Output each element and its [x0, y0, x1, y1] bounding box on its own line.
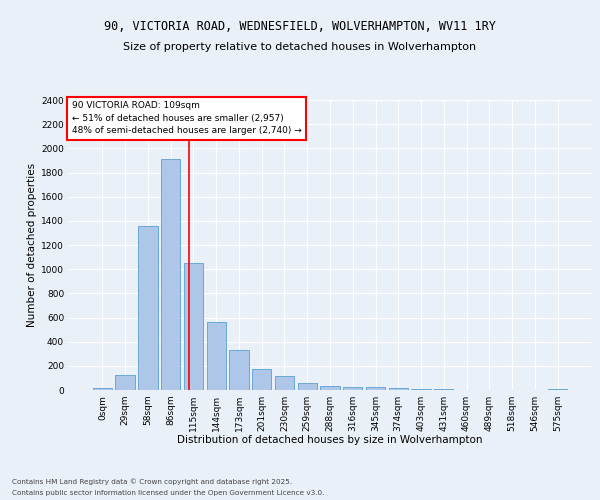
Y-axis label: Number of detached properties: Number of detached properties — [27, 163, 37, 327]
Bar — [343, 386, 362, 390]
Bar — [229, 350, 248, 390]
Bar — [252, 370, 271, 390]
Text: Contains HM Land Registry data © Crown copyright and database right 2025.: Contains HM Land Registry data © Crown c… — [12, 478, 292, 485]
Bar — [366, 388, 385, 390]
Bar — [93, 388, 112, 390]
Text: Size of property relative to detached houses in Wolverhampton: Size of property relative to detached ho… — [124, 42, 476, 52]
Bar — [548, 389, 567, 390]
Bar — [138, 226, 158, 390]
Bar — [206, 322, 226, 390]
X-axis label: Distribution of detached houses by size in Wolverhampton: Distribution of detached houses by size … — [177, 436, 483, 446]
Bar — [389, 388, 408, 390]
Bar — [320, 386, 340, 390]
Bar — [298, 383, 317, 390]
Bar — [275, 376, 294, 390]
Text: 90, VICTORIA ROAD, WEDNESFIELD, WOLVERHAMPTON, WV11 1RY: 90, VICTORIA ROAD, WEDNESFIELD, WOLVERHA… — [104, 20, 496, 33]
Text: Contains public sector information licensed under the Open Government Licence v3: Contains public sector information licen… — [12, 490, 325, 496]
Bar — [412, 389, 431, 390]
Bar — [184, 262, 203, 390]
Bar — [115, 375, 135, 390]
Text: 90 VICTORIA ROAD: 109sqm
← 51% of detached houses are smaller (2,957)
48% of sem: 90 VICTORIA ROAD: 109sqm ← 51% of detach… — [71, 102, 301, 136]
Bar — [161, 159, 181, 390]
